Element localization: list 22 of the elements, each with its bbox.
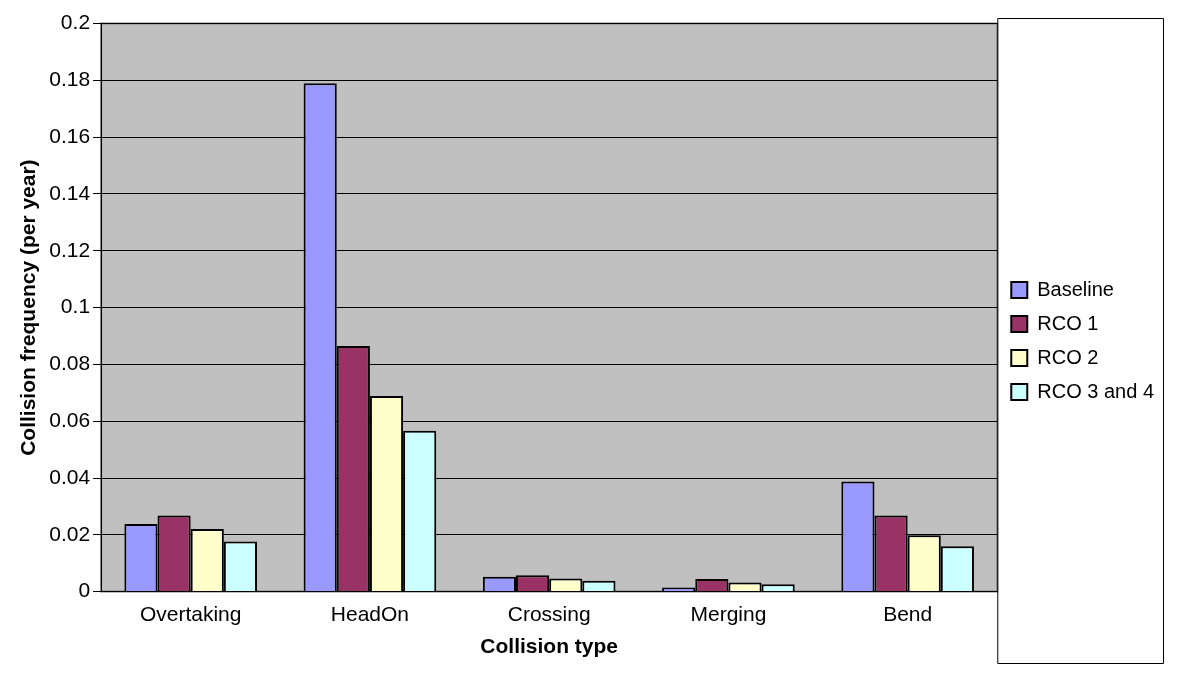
y-tick-label: 0.18	[49, 67, 91, 91]
y-tick-label: 0.04	[49, 464, 91, 488]
x-tick-label: Crossing	[507, 602, 591, 625]
legend-label: RCO 2	[1037, 345, 1099, 368]
x-tick-label: Merging	[690, 602, 767, 625]
y-tick-label: 0	[78, 578, 91, 602]
y-tick-label: 0.06	[49, 408, 91, 431]
legend-label: RCO 3 and 4	[1037, 379, 1155, 402]
y-tick-label: 0.02	[49, 521, 91, 545]
y-tick-label: 0.1	[60, 294, 91, 318]
y-axis-title: Collision frequency (per year)	[16, 159, 40, 456]
y-tick-label: 0.2	[60, 10, 91, 34]
y-tick-label: 0.12	[49, 237, 91, 261]
y-tick-label: 0.08	[49, 351, 91, 375]
y-tick-label: 0.14	[49, 180, 91, 204]
legend-label: RCO 1	[1037, 311, 1099, 334]
x-tick-label: Overtaking	[139, 602, 242, 625]
legend-label: Baseline	[1037, 277, 1114, 300]
x-tick-label: HeadOn	[330, 602, 410, 625]
x-tick-label: Bend	[883, 602, 933, 625]
x-axis-title: Collision type	[480, 634, 619, 658]
y-tick-label: 0.16	[49, 124, 91, 147]
